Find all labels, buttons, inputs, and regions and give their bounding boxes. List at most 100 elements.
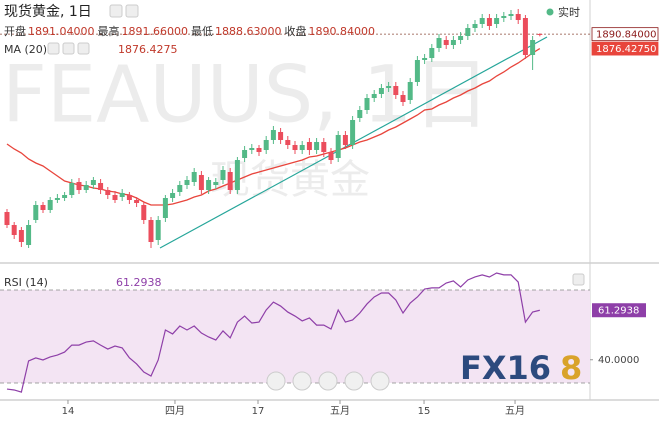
candle-body — [170, 193, 176, 198]
ohlc-value: 1891.04000 — [28, 25, 94, 38]
candle-body — [364, 98, 370, 110]
x-tick-label: 15 — [418, 406, 431, 417]
rsi-line — [6, 272, 540, 393]
candle-body — [278, 132, 284, 140]
candle-body — [501, 16, 507, 18]
candle-body — [33, 205, 39, 220]
overlay-layer: 现货黄金, 1日 实时 FX16 8 开盘 1891.04000 最高 1891.66… — [4, 3, 659, 391]
remove-button[interactable] — [77, 42, 90, 55]
rsi-band — [0, 289, 590, 384]
plot-layer — [0, 9, 590, 393]
value-label: 61.2938 — [598, 306, 639, 317]
candle-body — [486, 18, 492, 26]
price-label: 1890.84000 — [596, 30, 656, 41]
candle-body — [328, 152, 334, 160]
candle-body — [112, 195, 118, 200]
candle-body — [479, 18, 485, 24]
candle-body — [249, 148, 255, 150]
candle-body — [458, 36, 464, 40]
nav-button[interactable] — [344, 371, 364, 391]
candle-body — [537, 33, 543, 35]
visibility-toggle[interactable] — [47, 42, 60, 55]
candle-body — [105, 190, 111, 195]
candle-body — [378, 88, 384, 94]
ohlc-label: 收盘 — [284, 24, 306, 38]
candle-body — [371, 94, 377, 98]
candle-body — [386, 86, 392, 88]
candle-body — [47, 200, 53, 210]
candle-body — [299, 145, 305, 150]
candle-body — [530, 40, 536, 55]
candle-body — [242, 150, 248, 158]
candle-body — [198, 175, 204, 190]
candle-body — [83, 185, 89, 190]
candle-body — [141, 205, 147, 220]
price-label-box — [591, 41, 659, 56]
x-tick-label: 14 — [62, 406, 75, 417]
candle-body — [443, 40, 449, 45]
moving-average-line — [6, 48, 541, 206]
value-label-box — [592, 303, 646, 318]
candle-body — [515, 14, 521, 20]
nav-button[interactable] — [318, 371, 338, 391]
candle-body — [465, 28, 471, 36]
ohlc-label: 开盘 — [4, 24, 26, 38]
candle-body — [213, 182, 219, 185]
indicator-name: RSI (14) — [4, 276, 48, 289]
logo-text: 8 — [560, 349, 582, 387]
candle-body — [26, 225, 32, 245]
candle-body — [191, 172, 197, 182]
indicator-name: MA (20) — [4, 43, 47, 56]
candle-body — [422, 58, 428, 60]
candle-body — [119, 193, 125, 197]
candle-body — [508, 14, 514, 16]
candle-body — [98, 183, 104, 190]
candle-body — [314, 142, 320, 150]
visibility-toggle[interactable] — [109, 4, 123, 18]
candle-body — [227, 172, 233, 190]
candle-body — [40, 205, 46, 210]
candle-body — [321, 142, 327, 152]
candle-body — [76, 182, 82, 190]
candle-body — [335, 135, 341, 158]
candle-body — [184, 180, 190, 185]
x-tick-label: 四月 — [165, 405, 185, 417]
nav-button[interactable] — [292, 371, 312, 391]
candle-body — [69, 183, 75, 195]
candle-body — [62, 195, 68, 198]
x-tick-label: 17 — [252, 406, 265, 417]
x-tick-label: 五月 — [505, 405, 525, 417]
x-tick-label: 五月 — [330, 405, 350, 417]
nav-button[interactable] — [370, 371, 390, 391]
candle-body — [407, 82, 413, 100]
settings-button[interactable] — [62, 42, 75, 55]
candle-body — [400, 95, 406, 102]
candle-body — [285, 140, 291, 145]
status-dot — [546, 8, 554, 16]
maximize-button[interactable] — [572, 273, 585, 286]
candle-body — [155, 220, 161, 240]
nav-button[interactable] — [266, 371, 286, 391]
ohlc-value: 1890.84000 — [308, 25, 374, 38]
ohlc-value: 1891.66000 — [121, 25, 187, 38]
candle-body — [494, 18, 500, 24]
candle-body — [263, 140, 269, 150]
candle-body — [134, 200, 140, 203]
candle-body — [177, 185, 183, 192]
candle-body — [206, 180, 212, 190]
candle-body — [414, 60, 420, 82]
logo-text: FX16 — [460, 349, 551, 387]
candle-body — [126, 195, 132, 200]
candle-body — [11, 225, 17, 235]
candle-body — [350, 120, 356, 145]
status: 实时 — [558, 5, 580, 19]
price-label-box — [591, 27, 659, 42]
candle-body — [162, 198, 168, 218]
ohlc-label: 最高 — [97, 24, 119, 38]
candle-body — [342, 135, 348, 145]
candle-body — [4, 212, 10, 225]
settings-button[interactable] — [125, 4, 139, 18]
candle-body — [234, 160, 240, 190]
candle-body — [436, 38, 442, 48]
